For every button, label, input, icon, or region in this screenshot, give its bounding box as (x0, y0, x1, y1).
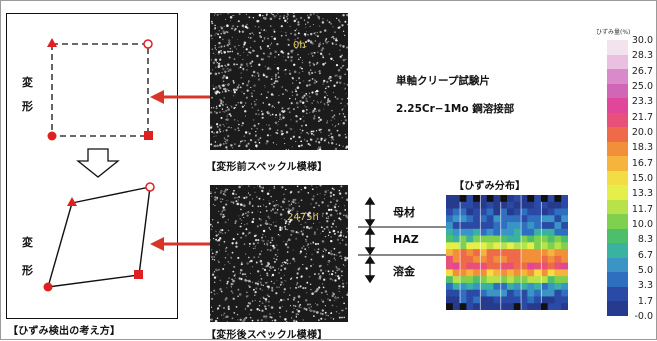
scale-tick-label: 13.3 (631, 188, 653, 200)
strain-heatmap (446, 195, 568, 310)
scale-tick-label: 5.0 (637, 265, 653, 276)
open-circle-marker-deformed (145, 182, 155, 192)
time-label-before: 0h (293, 40, 306, 51)
region-brackets (358, 196, 446, 284)
scale-swatch (607, 228, 628, 244)
scale-tick-label: 18.3 (631, 142, 653, 154)
specimen-title: 単軸クリープ試験片 (396, 75, 490, 87)
scale-swatch (607, 112, 628, 128)
scale-title: ひずみ量(%) (596, 29, 631, 36)
triangle-marker-deformed (67, 197, 77, 206)
deform-label-lower-1: 変 (22, 236, 33, 249)
arrow-head-bottom (150, 237, 164, 251)
speckle-after-caption: 【変形後スペックル模様】 (206, 330, 328, 341)
scale-tick-label: 6.7 (637, 249, 653, 261)
scale-tick-label: 21.7 (631, 111, 653, 123)
deform-label-lower-2: 形 (22, 264, 33, 277)
scale-tick-label: 28.3 (631, 50, 653, 62)
filled-circle-marker (47, 131, 57, 141)
scale-swatch (607, 141, 628, 157)
scale-tick-label: 10.0 (631, 219, 653, 230)
scale-swatch (607, 54, 628, 70)
scale-tick-label: 15.0 (631, 173, 653, 184)
square-marker (144, 131, 153, 140)
speckle-before-caption: 【変形前スペックル模様】 (206, 162, 328, 173)
scale-swatch (607, 156, 628, 172)
scale-swatch (607, 40, 628, 56)
speckle-image-before (210, 13, 348, 150)
scale-tick-label: 3.3 (637, 280, 653, 292)
scale-tick-label: 23.3 (631, 96, 653, 108)
scale-tick-label: 11.7 (631, 203, 653, 215)
region-weld-metal: 溶金 (393, 265, 415, 278)
strain-map-title: 【ひずみ分布】 (454, 181, 526, 192)
scale-swatch (607, 272, 628, 288)
scale-tick-label: 1.7 (637, 295, 653, 307)
scale-swatch (607, 257, 628, 273)
scale-swatch (607, 214, 628, 230)
deform-label-upper-1: 変 (22, 76, 33, 89)
scale-tick-label: 26.7 (631, 65, 653, 77)
scale-tick-label: 8.3 (637, 234, 653, 246)
scale-swatch (607, 127, 628, 143)
scale-swatch (607, 83, 628, 99)
deform-label-upper-2: 形 (22, 100, 33, 113)
scale-tick-label: -0.0 (634, 311, 653, 322)
scale-tick-label: 25.0 (631, 81, 653, 92)
color-scale-bar (607, 40, 628, 317)
concept-caption: 【ひずみ検出の考え方】 (8, 326, 121, 337)
arrow-head-top (150, 90, 164, 104)
scale-swatch (607, 243, 628, 259)
undeformed-square (51, 43, 149, 137)
scale-swatch (607, 286, 628, 302)
scale-swatch (607, 185, 628, 201)
scale-swatch (607, 98, 628, 114)
region-base-metal: 母材 (393, 206, 415, 219)
scale-tick-label: 20.0 (631, 127, 653, 138)
specimen-material: 2.25Cr−1Mo 鋼溶接部 (396, 103, 515, 115)
open-circle-marker (143, 39, 153, 49)
region-haz: HAZ (393, 233, 419, 246)
time-label-after: 2475h (287, 212, 319, 223)
square-marker-deformed (134, 270, 143, 279)
scale-swatch (607, 69, 628, 85)
concept-panel (6, 13, 178, 319)
scale-tick-label: 16.7 (631, 157, 653, 169)
filled-circle-marker-deformed (43, 282, 53, 292)
deformation-diagram (43, 38, 155, 292)
triangle-marker (47, 38, 57, 47)
scale-swatch (607, 199, 628, 215)
speckle-image-after (210, 185, 348, 322)
scale-tick-label: 30.0 (631, 35, 653, 46)
scale-swatch (607, 301, 628, 317)
down-arrow (76, 148, 120, 178)
scale-swatch (607, 170, 628, 186)
